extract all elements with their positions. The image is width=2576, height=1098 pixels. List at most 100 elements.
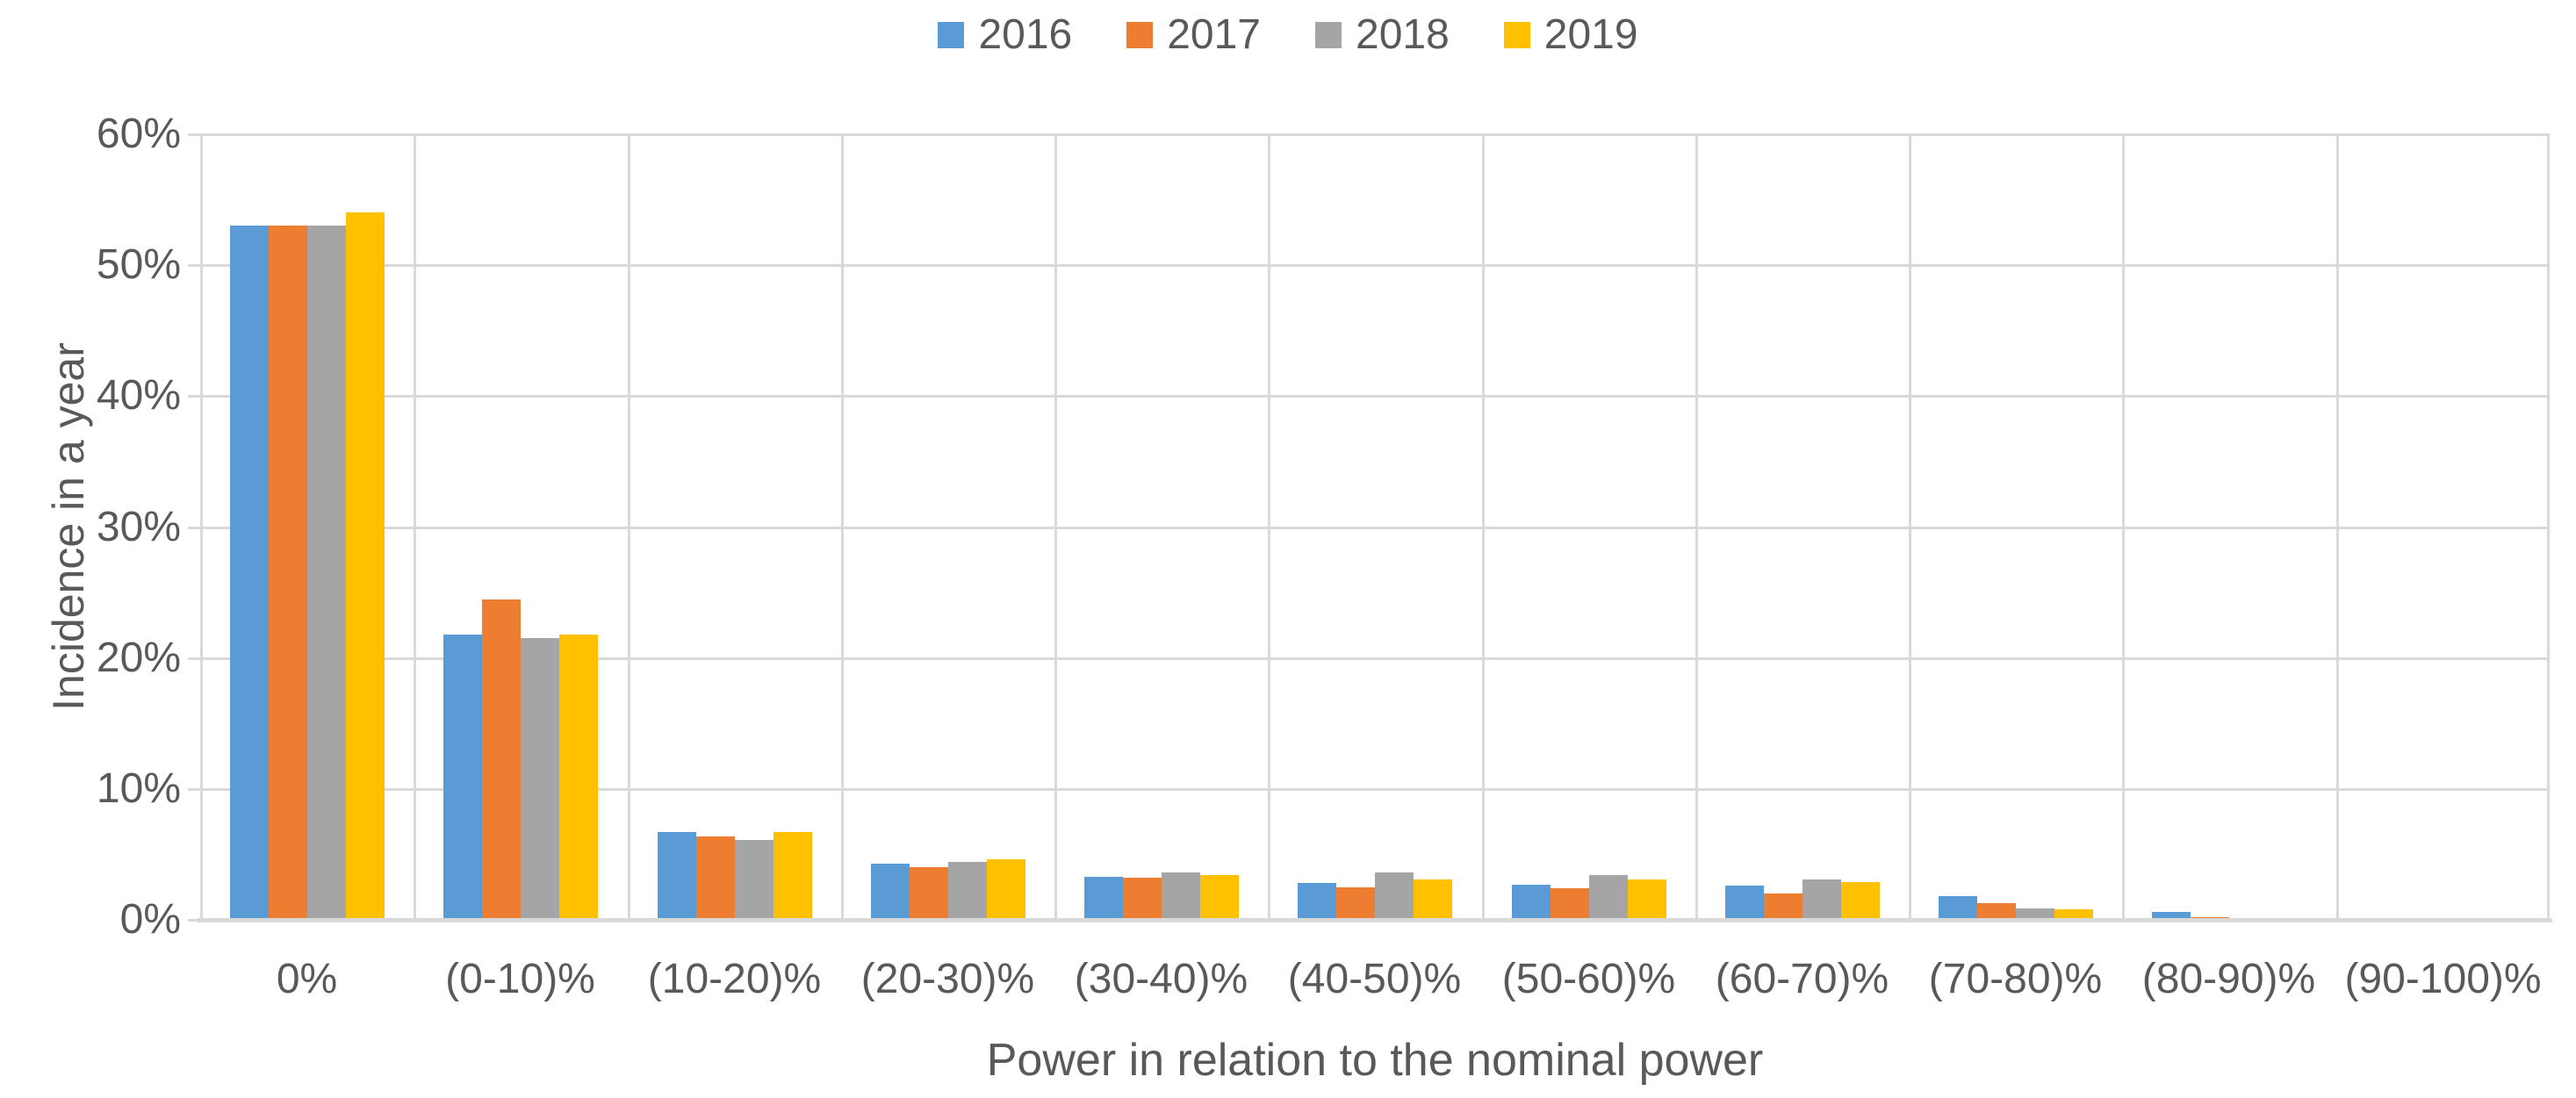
bar-2017-0%	[268, 226, 307, 920]
x-tick-label: (70-80)%	[1928, 956, 2103, 1002]
bar-2019-(50-60)%	[1627, 879, 1666, 920]
gridline-vertical	[1054, 134, 1057, 920]
category-group	[2122, 134, 2335, 920]
legend-label: 2016	[978, 11, 1073, 58]
x-tick-label: (80-90)%	[2141, 956, 2316, 1002]
gridline-vertical	[841, 134, 844, 920]
bar-2017-(0-10)%	[481, 599, 521, 920]
category-group	[414, 134, 627, 920]
bar-2016-(30-40)%	[1083, 877, 1123, 920]
y-tick-label: 20%	[96, 635, 181, 681]
category-group	[1695, 134, 1909, 920]
gridline-vertical	[1482, 134, 1485, 920]
x-axis-title: Power in relation to the nominal power	[986, 1035, 1764, 1086]
category-group	[1054, 134, 1268, 920]
category-group	[1482, 134, 1695, 920]
x-tick-label: (60-70)%	[1715, 956, 1889, 1002]
y-tick-label: 0%	[119, 896, 181, 943]
legend-swatch-icon	[1315, 22, 1342, 48]
x-tick-label: (0-10)%	[445, 956, 595, 1002]
bar-2016-(50-60)%	[1511, 885, 1551, 920]
legend-swatch-icon	[938, 22, 965, 48]
y-tick-label: 10%	[96, 765, 181, 812]
gridline-horizontal	[200, 527, 2550, 529]
bar-2016-(80-90)%	[2151, 912, 2191, 920]
bar-2017-(20-30)%	[909, 867, 948, 920]
bar-2017-(50-60)%	[1550, 888, 1589, 920]
x-tick-label: (50-60)%	[1501, 956, 1676, 1002]
bar-2019-(60-70)%	[1840, 882, 1880, 920]
gridline-vertical	[414, 134, 416, 920]
x-tick-label: (40-50)%	[1287, 956, 1462, 1002]
bar-2016-(40-50)%	[1297, 883, 1336, 920]
bar-2019-(0-10)%	[558, 635, 598, 920]
bar-2019-0%	[345, 212, 385, 920]
bar-2017-(40-50)%	[1335, 887, 1375, 920]
legend-item-2019: 2019	[1503, 11, 1638, 58]
gridline-vertical	[2336, 134, 2339, 920]
bar-2016-(10-20)%	[657, 832, 696, 920]
legend-item-2017: 2017	[1126, 12, 1261, 58]
gridline-horizontal	[200, 133, 2550, 136]
bar-2017-(10-20)%	[695, 836, 735, 920]
legend-label: 2018	[1356, 11, 1450, 58]
bar-2018-(60-70)%	[1802, 879, 1841, 920]
legend-item-2016: 2016	[938, 12, 1072, 58]
legend-label: 2019	[1543, 11, 1638, 58]
bar-2017-(70-80)%	[1976, 903, 2016, 920]
y-tick-label: 50%	[96, 241, 181, 288]
legend-item-2018: 2018	[1315, 12, 1450, 58]
legend-swatch-icon	[1126, 22, 1154, 48]
gridline-vertical	[200, 134, 203, 920]
category-group	[628, 134, 841, 920]
category-group	[2336, 134, 2550, 920]
bar-2016-(60-70)%	[1724, 886, 1764, 920]
category-group	[1268, 134, 1481, 920]
legend-label: 2017	[1167, 11, 1261, 58]
gridline-vertical	[2547, 134, 2550, 920]
category-group	[1909, 134, 2122, 920]
x-tick-label: (10-20)%	[647, 956, 822, 1002]
y-tick-label: 60%	[96, 111, 181, 157]
bar-2019-(40-50)%	[1413, 879, 1452, 920]
gridline-horizontal	[200, 657, 2550, 660]
gridline-vertical	[1695, 134, 1698, 920]
gridline-vertical	[628, 134, 630, 920]
gridline-vertical	[2122, 134, 2125, 920]
bar-2019-(20-30)%	[986, 859, 1025, 920]
x-tick-label: (20-30)%	[860, 956, 1035, 1002]
plot-area	[188, 133, 2552, 922]
y-axis-tick	[188, 133, 200, 136]
bar-2016-0%	[229, 226, 269, 920]
bar-2019-(70-80)%	[2054, 909, 2093, 920]
bar-2018-(20-30)%	[947, 862, 987, 920]
bar-2017-(60-70)%	[1763, 893, 1802, 920]
gridline-horizontal	[200, 788, 2550, 791]
y-axis-tick	[188, 395, 200, 398]
bar-2018-(10-20)%	[734, 840, 774, 920]
y-axis-tick	[188, 919, 200, 922]
bar-2018-(40-50)%	[1374, 872, 1414, 920]
bar-2016-(0-10)%	[443, 635, 482, 920]
category-group	[841, 134, 1054, 920]
x-tick-label: (90-100)%	[2344, 956, 2542, 1002]
bar-2018-0%	[306, 226, 346, 920]
gridline-vertical	[1268, 134, 1270, 920]
legend: 2016 2017 2018 2019	[0, 7, 2576, 63]
gridline-vertical	[1909, 134, 1911, 920]
y-axis-tick	[188, 788, 200, 791]
bar-2017-(30-40)%	[1122, 878, 1162, 920]
bar-2016-(20-30)%	[870, 864, 910, 920]
y-axis-tick	[188, 527, 200, 529]
x-tick-label: 0%	[276, 956, 338, 1002]
bar-2019-(30-40)%	[1199, 875, 1239, 920]
bar-2018-(70-80)%	[2015, 908, 2054, 920]
bar-2019-(10-20)%	[773, 832, 812, 920]
gridline-horizontal	[200, 395, 2550, 398]
y-axis-tick	[188, 657, 200, 660]
x-axis-line	[198, 918, 2552, 922]
y-tick-label: 40%	[96, 372, 181, 419]
bar-2018-(0-10)%	[520, 638, 559, 920]
bar-2018-(30-40)%	[1161, 872, 1200, 920]
